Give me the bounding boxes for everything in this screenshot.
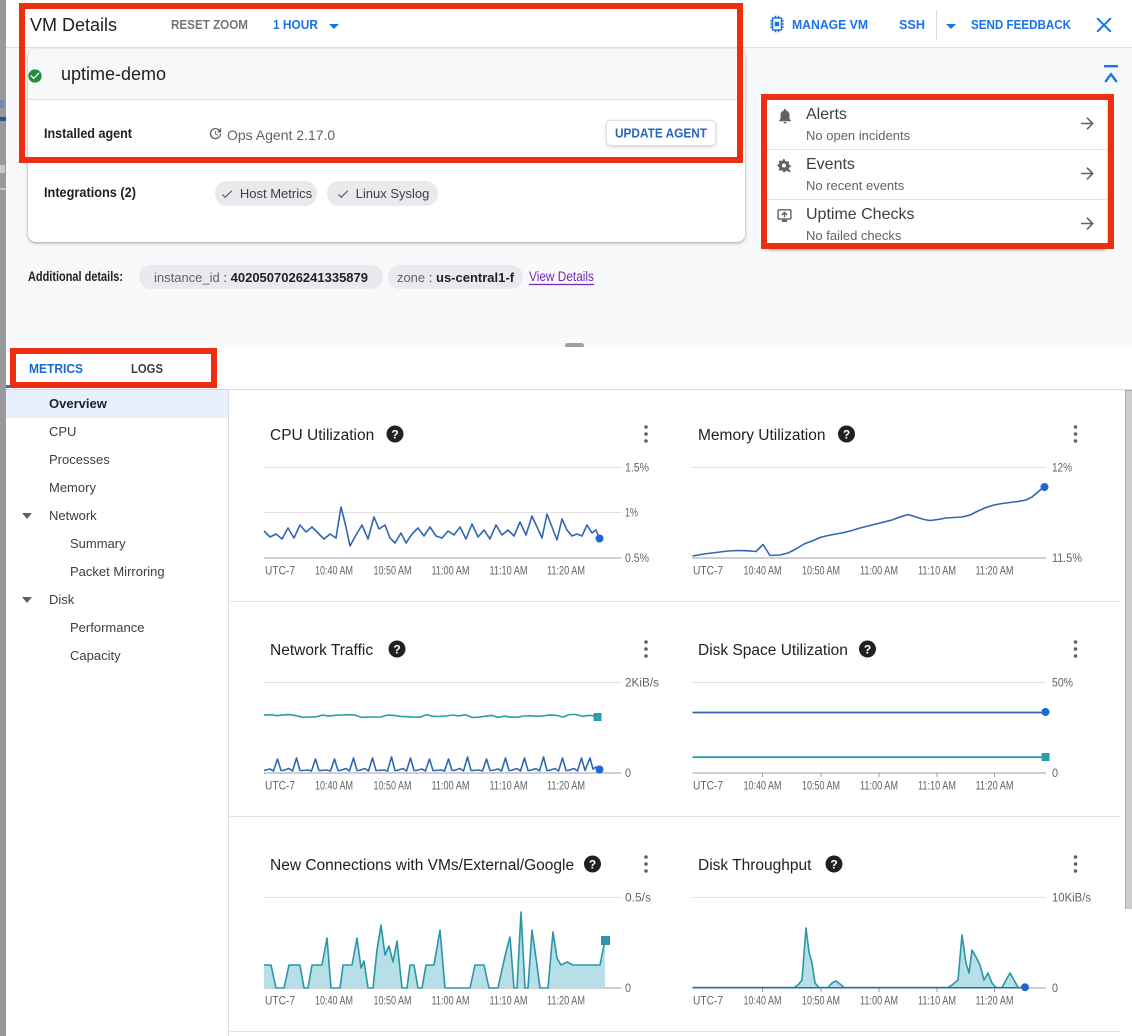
svg-text:50%: 50%: [1052, 678, 1073, 690]
svg-text:11:00 AM: 11:00 AM: [860, 781, 898, 793]
svg-text:1 HOUR: 1 HOUR: [273, 17, 319, 32]
svg-text:RESET ZOOM: RESET ZOOM: [171, 17, 248, 32]
svg-text:METRICS: METRICS: [29, 361, 83, 376]
svg-text:?: ?: [843, 428, 850, 442]
svg-text:0.5%: 0.5%: [625, 553, 649, 565]
svg-text:10:50 AM: 10:50 AM: [802, 566, 840, 578]
svg-text:11:20 AM: 11:20 AM: [547, 996, 585, 1008]
svg-text:11:10 AM: 11:10 AM: [490, 781, 528, 793]
svg-text:0.5/s: 0.5/s: [625, 893, 651, 905]
svg-text:?: ?: [393, 643, 400, 657]
svg-text:11:20 AM: 11:20 AM: [976, 996, 1014, 1008]
svg-text:11:20 AM: 11:20 AM: [976, 781, 1014, 793]
svg-text:UTC-7: UTC-7: [693, 566, 723, 578]
svg-text:11:10 AM: 11:10 AM: [490, 996, 528, 1008]
svg-text:UTC-7: UTC-7: [265, 566, 295, 578]
svg-text:Disk Throughput: Disk Throughput: [698, 857, 812, 874]
svg-text:UTC-7: UTC-7: [265, 781, 295, 793]
svg-text:?: ?: [391, 428, 398, 442]
svg-text:?: ?: [830, 858, 837, 872]
svg-text:Installed agent: Installed agent: [44, 125, 132, 141]
svg-text:0: 0: [1052, 983, 1058, 995]
svg-text:10:40 AM: 10:40 AM: [315, 996, 353, 1008]
svg-text:UPDATE AGENT: UPDATE AGENT: [615, 126, 707, 141]
svg-text:11:20 AM: 11:20 AM: [547, 566, 585, 578]
svg-text:11:10 AM: 11:10 AM: [918, 781, 956, 793]
svg-text:View Details: View Details: [529, 269, 594, 284]
svg-text:11:00 AM: 11:00 AM: [432, 996, 470, 1008]
svg-text:11:20 AM: 11:20 AM: [547, 781, 585, 793]
svg-text:10:50 AM: 10:50 AM: [802, 781, 840, 793]
svg-text:Network Traffic: Network Traffic: [270, 642, 373, 659]
svg-text:New Connections with VMs/Exter: New Connections with VMs/External/Google: [270, 857, 574, 874]
svg-text:2KiB/s: 2KiB/s: [625, 678, 659, 690]
svg-text:11.5%: 11.5%: [1052, 553, 1082, 565]
svg-text:10KiB/s: 10KiB/s: [1052, 893, 1091, 905]
svg-text:LOGS: LOGS: [131, 361, 163, 376]
svg-text:10:40 AM: 10:40 AM: [315, 781, 353, 793]
svg-text:10:50 AM: 10:50 AM: [374, 996, 412, 1008]
svg-text:10:40 AM: 10:40 AM: [744, 996, 782, 1008]
svg-text:SSH: SSH: [899, 17, 925, 32]
svg-text:12%: 12%: [1052, 463, 1072, 475]
svg-text:SEND FEEDBACK: SEND FEEDBACK: [971, 17, 1072, 32]
svg-text:?: ?: [589, 858, 596, 872]
svg-text:11:00 AM: 11:00 AM: [860, 566, 898, 578]
svg-text:0: 0: [625, 768, 631, 780]
svg-text:1.5%: 1.5%: [625, 463, 649, 475]
svg-text:11:00 AM: 11:00 AM: [432, 781, 470, 793]
svg-text:11:10 AM: 11:10 AM: [918, 566, 956, 578]
svg-text:?: ?: [864, 643, 871, 657]
svg-text:11:20 AM: 11:20 AM: [976, 566, 1014, 578]
svg-text:Memory Utilization: Memory Utilization: [698, 427, 825, 444]
svg-text:Additional details:: Additional details:: [28, 269, 123, 284]
svg-text:10:40 AM: 10:40 AM: [315, 566, 353, 578]
svg-text:Integrations (2): Integrations (2): [44, 184, 136, 200]
svg-text:10:50 AM: 10:50 AM: [374, 566, 412, 578]
svg-text:MANAGE VM: MANAGE VM: [792, 17, 868, 32]
svg-text:11:10 AM: 11:10 AM: [490, 566, 528, 578]
svg-text:10:40 AM: 10:40 AM: [744, 566, 782, 578]
svg-text:10:40 AM: 10:40 AM: [744, 781, 782, 793]
svg-text:0: 0: [1052, 768, 1058, 780]
svg-text:Disk Space Utilization: Disk Space Utilization: [698, 642, 848, 659]
svg-text:10:50 AM: 10:50 AM: [802, 996, 840, 1008]
svg-text:CPU Utilization: CPU Utilization: [270, 427, 374, 444]
svg-text:UTC-7: UTC-7: [693, 996, 723, 1008]
svg-text:11:00 AM: 11:00 AM: [432, 566, 470, 578]
svg-text:1%: 1%: [625, 508, 638, 520]
svg-text:UTC-7: UTC-7: [693, 781, 723, 793]
svg-text:UTC-7: UTC-7: [265, 996, 295, 1008]
svg-text:11:00 AM: 11:00 AM: [860, 996, 898, 1008]
svg-text:0: 0: [625, 983, 631, 995]
svg-text:10:50 AM: 10:50 AM: [374, 781, 412, 793]
svg-text:11:10 AM: 11:10 AM: [918, 996, 956, 1008]
